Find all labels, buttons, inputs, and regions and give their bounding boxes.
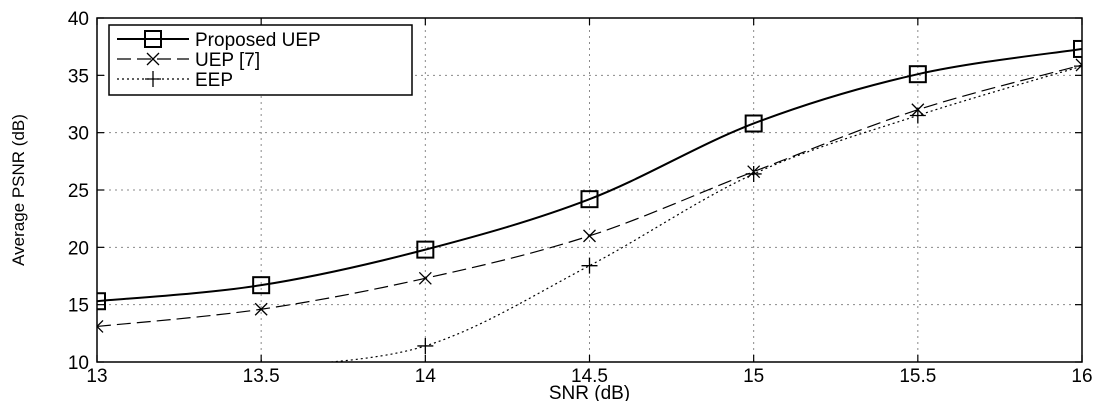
legend-label-proposed-uep: Proposed UEP [195, 30, 321, 51]
y-axis-label: Average PSNR (dB) [9, 114, 28, 266]
data-point-proposed-uep [416, 240, 435, 259]
data-point-eep [909, 107, 926, 124]
legend-marker-eep [145, 71, 161, 87]
data-point-proposed-uep [580, 190, 599, 209]
data-point-proposed-uep [97, 292, 106, 311]
series-markers [97, 39, 1082, 362]
grid [97, 18, 1082, 362]
data-point-uep-7 [1075, 58, 1082, 72]
legend-label-eep: EEP [195, 70, 233, 91]
series-line-proposed-uep [97, 47, 1082, 303]
data-point-eep [417, 337, 434, 354]
y-tick-label: 40 [68, 9, 89, 30]
y-tick-label: 30 [68, 124, 89, 145]
y-tick-label: 10 [68, 353, 89, 374]
data-point-proposed-uep [1073, 39, 1082, 58]
x-tick-label: 16 [1071, 366, 1092, 387]
data-point-eep [581, 257, 598, 274]
legend-marker-uep-7 [146, 52, 160, 66]
data-point-proposed-uep [908, 65, 927, 84]
x-axis-label: SNR (dB) [549, 383, 630, 401]
x-tick-label: 14 [415, 366, 437, 387]
y-tick-label: 35 [68, 66, 89, 87]
ticks [96, 17, 1083, 363]
data-point-eep [1074, 58, 1082, 75]
x-tick-label: 14.5 [571, 366, 608, 387]
data-point-uep-7 [418, 271, 432, 285]
y-tick-label: 25 [68, 181, 89, 202]
x-tick-label: 15 [743, 366, 764, 387]
x-tick-label: 13.5 [243, 366, 280, 387]
tick-labels: 13 13.5 14 14.5 15 15.5 16 10 15 20 25 30 35 40 [68, 9, 1093, 387]
x-tick-label: 15.5 [899, 366, 936, 387]
legend-label-uep-7: UEP [7] [195, 50, 260, 71]
data-point-uep-7 [254, 302, 268, 316]
data-point-proposed-uep [744, 114, 763, 133]
legend-marker-proposed-uep [144, 30, 162, 48]
data-point-eep [745, 165, 762, 182]
data-point-uep-7 [583, 229, 596, 243]
data-point-proposed-uep [252, 276, 271, 295]
y-tick-label: 20 [68, 238, 89, 259]
legend-box [108, 24, 413, 96]
x-tick-label: 13 [86, 366, 107, 387]
data-point-uep-7 [97, 319, 104, 333]
series-line-eep [324, 65, 1082, 362]
y-tick-label: 15 [68, 296, 89, 317]
